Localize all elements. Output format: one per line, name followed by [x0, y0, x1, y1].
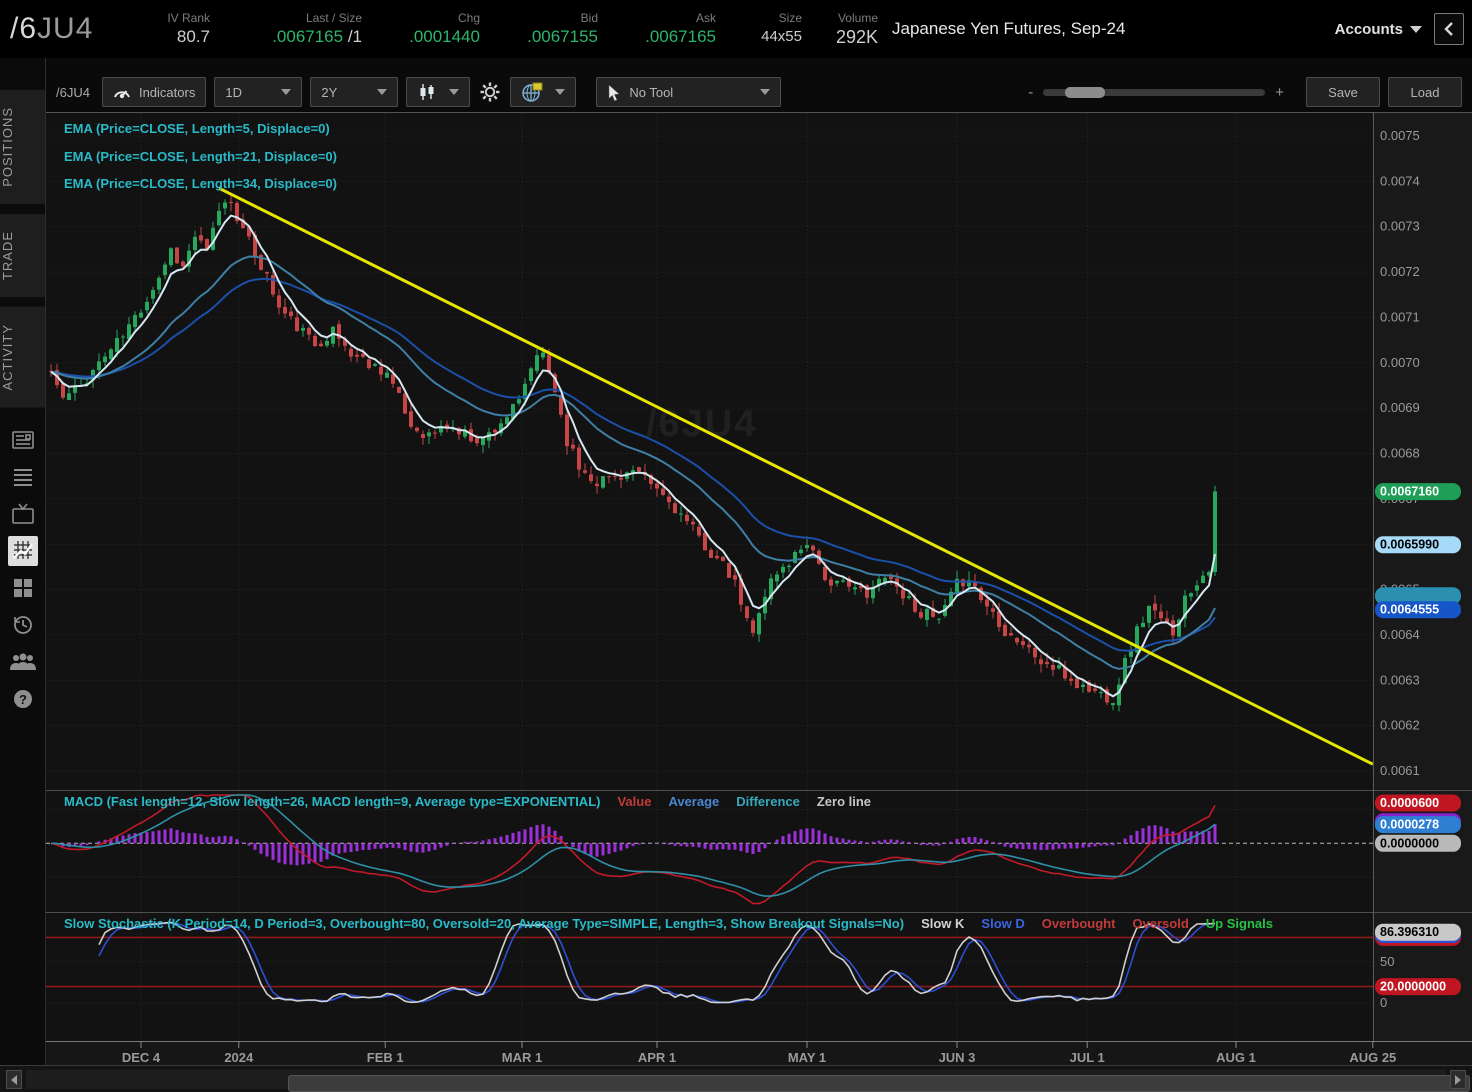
history-icon[interactable] — [0, 606, 45, 643]
zoom-slider-thumb[interactable] — [1065, 87, 1105, 98]
svg-text:0: 0 — [1380, 995, 1387, 1010]
svg-text:0.0064555: 0.0064555 — [1380, 603, 1439, 617]
chevron-down-icon — [377, 89, 387, 95]
svg-text:0.0000000: 0.0000000 — [1380, 836, 1439, 850]
chart-grid-icon[interactable] — [0, 532, 45, 569]
svg-text:50: 50 — [1380, 954, 1394, 969]
price-axis[interactable]: 0.0075 0.0074 0.0073 0.0072 0.0071 0.0070 0.00… — [1380, 128, 1420, 778]
svg-text:0.0061: 0.0061 — [1380, 763, 1420, 778]
scroll-left-button[interactable] — [6, 1070, 22, 1089]
svg-text:MAY 1: MAY 1 — [788, 1050, 826, 1065]
list-icon[interactable] — [0, 458, 45, 495]
svg-text:JUN 3: JUN 3 — [939, 1050, 976, 1065]
svg-text:0.0073: 0.0073 — [1380, 219, 1420, 234]
svg-text:?: ? — [19, 692, 27, 707]
svg-text:0.0064: 0.0064 — [1380, 627, 1420, 642]
load-button[interactable]: Load — [1388, 77, 1462, 107]
zoom-slider: - + — [1028, 84, 1284, 101]
chevron-down-icon — [1410, 26, 1422, 33]
svg-text:APR 1: APR 1 — [638, 1050, 676, 1065]
gauge-icon — [113, 84, 131, 100]
scrollbar-track[interactable] — [26, 1070, 1446, 1089]
field-ask: Ask .0067165 — [598, 10, 716, 48]
svg-text:0.0072: 0.0072 — [1380, 264, 1420, 279]
svg-text:2024: 2024 — [224, 1050, 254, 1065]
collapse-panel-button[interactable] — [1434, 13, 1464, 45]
indicators-button[interactable]: Indicators — [102, 77, 206, 107]
accounts-dropdown[interactable]: Accounts — [1335, 21, 1422, 38]
symbol-suffix: JU4 — [37, 12, 93, 45]
sidebar-tab-trade[interactable]: TRADE — [0, 214, 45, 297]
people-icon[interactable] — [0, 643, 45, 680]
price-chart-canvas[interactable]: 0.0075 0.0074 0.0073 0.0072 0.0071 0.0070 0.00… — [46, 113, 1472, 1066]
contract-description: Japanese Yen Futures, Sep-24 — [892, 19, 1125, 39]
field-bid: Bid .0067155 — [480, 10, 598, 48]
scrollbar-thumb[interactable] — [288, 1075, 1470, 1092]
svg-text:0.0000278: 0.0000278 — [1380, 818, 1439, 832]
svg-text:20.0000000: 20.0000000 — [1380, 980, 1446, 994]
field-volume: Volume 292K — [802, 10, 878, 48]
zoom-slider-track[interactable] — [1043, 89, 1265, 96]
svg-text:0.0074: 0.0074 — [1380, 173, 1420, 188]
trading-platform-window: /6JU4 IV Rank 80.7 Last / Size .0067165 … — [0, 0, 1472, 1092]
timeframe-dropdown[interactable]: 1D — [214, 77, 302, 107]
svg-text:0.0068: 0.0068 — [1380, 446, 1420, 461]
chevron-down-icon — [760, 89, 770, 95]
gear-icon — [480, 82, 500, 102]
svg-text:0.0069: 0.0069 — [1380, 400, 1420, 415]
horizontal-scrollbar[interactable] — [0, 1065, 1472, 1092]
candlestick-icon — [417, 84, 437, 100]
svg-text:DEC 4: DEC 4 — [122, 1050, 161, 1065]
zoom-in-button[interactable]: + — [1275, 84, 1284, 101]
zoom-out-button[interactable]: - — [1028, 84, 1033, 101]
symbol-prefix: /6 — [10, 12, 37, 45]
chart-area[interactable]: /6JU4 0.00750.00740.00730.00720.00710.00… — [46, 112, 1472, 1065]
svg-text:0.0071: 0.0071 — [1380, 309, 1420, 324]
left-sidebar: POSITIONS TRADE ACTIVITY — [0, 58, 45, 1065]
field-last-size: Last / Size .0067165 /1 — [210, 10, 362, 48]
drawing-globe-icon — [521, 82, 543, 102]
svg-text:0.0070: 0.0070 — [1380, 355, 1420, 370]
scroll-right-button[interactable] — [1450, 1070, 1466, 1089]
svg-text:0.0000600: 0.0000600 — [1380, 796, 1439, 810]
svg-text:MAR 1: MAR 1 — [502, 1050, 542, 1065]
svg-text:0.0063: 0.0063 — [1380, 672, 1420, 687]
settings-button[interactable] — [478, 77, 502, 107]
chevron-down-icon — [449, 89, 459, 95]
help-icon[interactable]: ? — [0, 680, 45, 717]
arrow-right-icon — [1455, 1075, 1461, 1085]
sidebar-tab-activity[interactable]: ACTIVITY — [0, 307, 45, 408]
svg-text:0.0075: 0.0075 — [1380, 128, 1420, 143]
field-chg: Chg .0001440 — [362, 10, 480, 48]
chevron-down-icon — [555, 89, 565, 95]
toolbar-symbol-label: /6JU4 — [56, 85, 90, 100]
quote-header: /6JU4 IV Rank 80.7 Last / Size .0067165 … — [0, 0, 1472, 58]
chart-type-dropdown[interactable] — [406, 77, 470, 107]
svg-text:JUL 1: JUL 1 — [1070, 1050, 1105, 1065]
active-tool-dropdown[interactable]: No Tool — [596, 77, 781, 107]
chart-toolbar: /6JU4 Indicators 1D 2Y — [46, 73, 1472, 111]
sidebar-tab-positions[interactable]: POSITIONS — [0, 90, 45, 204]
apps-grid-icon[interactable] — [0, 569, 45, 606]
cursor-icon — [607, 84, 621, 101]
svg-text:0.0062: 0.0062 — [1380, 718, 1420, 733]
news-icon[interactable] — [0, 421, 45, 458]
field-iv-rank: IV Rank 80.7 — [118, 10, 210, 48]
symbol-title: /6JU4 — [0, 12, 118, 46]
chevron-down-icon — [281, 89, 291, 95]
svg-text:0.0065990: 0.0065990 — [1380, 538, 1439, 552]
chevron-left-icon — [1444, 22, 1454, 36]
svg-text:86.396310: 86.396310 — [1380, 925, 1439, 939]
chart-module: /6JU4 Indicators 1D 2Y — [45, 58, 1472, 1065]
tv-icon[interactable] — [0, 495, 45, 532]
svg-text:AUG 1: AUG 1 — [1216, 1050, 1256, 1065]
svg-text:0.0067160: 0.0067160 — [1380, 485, 1439, 499]
range-dropdown[interactable]: 2Y — [310, 77, 398, 107]
save-button[interactable]: Save — [1306, 77, 1380, 107]
arrow-left-icon — [11, 1075, 17, 1085]
drawing-set-dropdown[interactable] — [510, 77, 576, 107]
field-size: Size 44x55 — [716, 10, 802, 48]
svg-text:AUG 25: AUG 25 — [1349, 1050, 1396, 1065]
svg-text:FEB 1: FEB 1 — [367, 1050, 404, 1065]
